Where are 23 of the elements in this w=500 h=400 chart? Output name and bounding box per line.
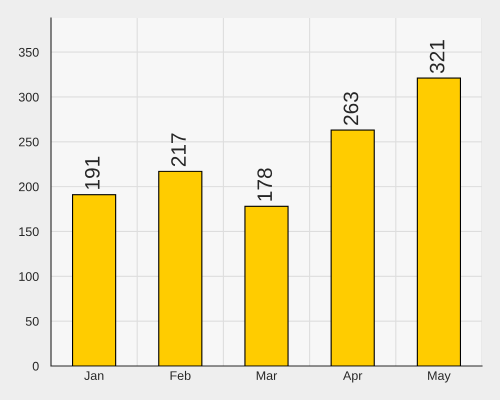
y-tick-label: 0 <box>32 362 39 371</box>
data-label: 217 <box>171 133 186 166</box>
bar <box>72 194 116 366</box>
x-tick-label: Mar <box>256 371 278 380</box>
bar <box>158 170 202 366</box>
y-tick-label: 150 <box>19 227 39 236</box>
y-tick-label: 250 <box>18 138 39 146</box>
data-label: 178 <box>257 168 272 201</box>
bar <box>416 78 462 366</box>
bar <box>244 206 289 366</box>
data-label: 263 <box>344 92 358 125</box>
y-tick-label: 50 <box>26 316 39 326</box>
bar <box>330 130 375 366</box>
x-tick-label: Apr <box>343 371 362 383</box>
data-label: 191 <box>84 156 100 189</box>
y-tick-label: 350 <box>18 48 39 57</box>
x-tick-label: May <box>428 371 451 383</box>
x-tick-label: Jan <box>84 371 104 380</box>
y-tick-label: 100 <box>19 272 39 281</box>
y-tick-label: 300 <box>18 92 39 102</box>
x-tick-label: Feb <box>170 370 191 380</box>
data-label: 321 <box>430 40 444 74</box>
y-tick-label: 200 <box>18 182 39 192</box>
